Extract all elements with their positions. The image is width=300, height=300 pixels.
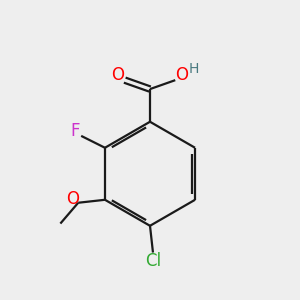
Text: F: F <box>70 122 80 140</box>
Text: O: O <box>66 190 80 208</box>
Text: O: O <box>111 66 124 84</box>
Text: H: H <box>189 62 199 76</box>
Text: Cl: Cl <box>145 252 161 270</box>
Text: O: O <box>175 66 188 84</box>
